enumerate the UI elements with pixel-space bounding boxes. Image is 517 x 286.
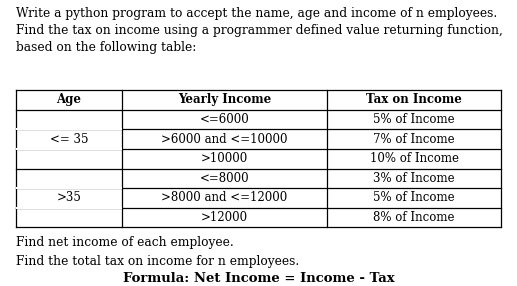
Text: <= 35: <= 35 [50,133,88,146]
FancyBboxPatch shape [16,187,123,189]
Text: >10000: >10000 [201,152,248,165]
Text: 5% of Income: 5% of Income [373,113,455,126]
FancyBboxPatch shape [16,148,123,150]
Text: 5% of Income: 5% of Income [373,191,455,204]
Text: Formula: Net Income = Income - Tax: Formula: Net Income = Income - Tax [123,272,394,285]
Text: Yearly Income: Yearly Income [178,94,271,106]
Text: Find net income of each employee.: Find net income of each employee. [16,236,233,249]
Text: >8000 and <=12000: >8000 and <=12000 [161,191,287,204]
FancyBboxPatch shape [16,128,123,130]
Text: 3% of Income: 3% of Income [373,172,455,185]
Text: >12000: >12000 [201,211,248,224]
Text: Find the tax on income using a programmer defined value returning function,: Find the tax on income using a programme… [16,24,503,37]
Text: >6000 and <=10000: >6000 and <=10000 [161,133,288,146]
Text: based on the following table:: based on the following table: [16,41,196,54]
Text: 10% of Income: 10% of Income [370,152,459,165]
Text: Write a python program to accept the name, age and income of n employees.: Write a python program to accept the nam… [16,7,497,20]
Text: Tax on Income: Tax on Income [366,94,462,106]
Text: 8% of Income: 8% of Income [373,211,455,224]
Text: >35: >35 [56,191,81,204]
Text: 7% of Income: 7% of Income [373,133,455,146]
FancyBboxPatch shape [16,207,123,208]
Text: <=6000: <=6000 [200,113,249,126]
Text: Age: Age [56,94,82,106]
Text: Find the total tax on income for n employees.: Find the total tax on income for n emplo… [16,255,299,267]
Text: <=8000: <=8000 [200,172,249,185]
